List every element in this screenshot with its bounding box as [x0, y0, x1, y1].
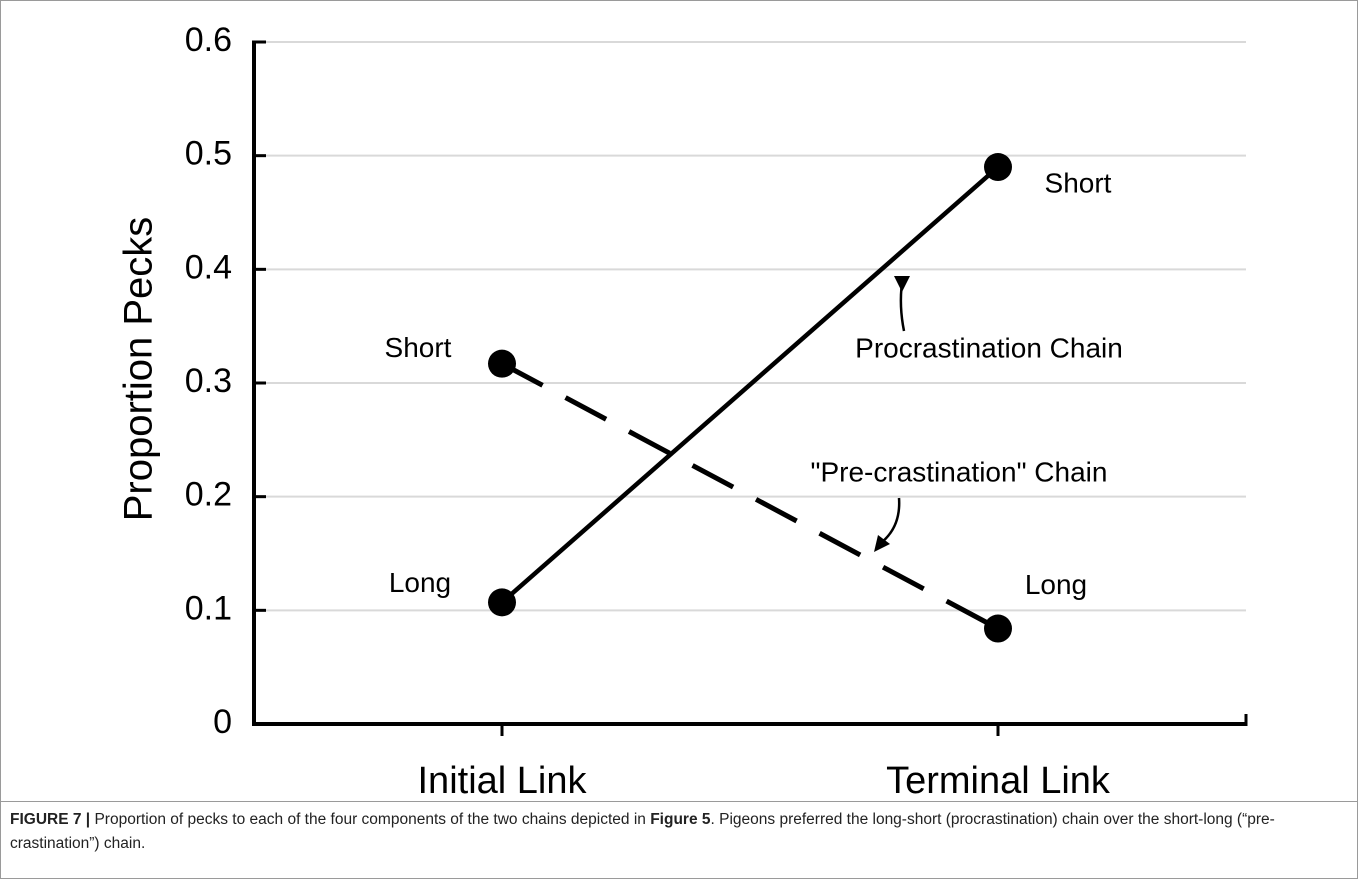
y-tick-label: 0.3	[185, 362, 232, 400]
chart: Proportion Pecks 0 0.1 0.2 0.3 0.4 0.5 0.6 Init…	[117, 21, 1248, 800]
annotation-arrowhead	[894, 276, 910, 292]
point-label: Short	[1045, 167, 1112, 198]
caption-reference: Figure 5	[650, 811, 711, 828]
caption-text: . Pigeons preferred the long-short (proc…	[10, 811, 1275, 852]
series-line	[500, 361, 1000, 631]
annotation-arrowhead	[874, 535, 890, 552]
series-annotation: "Pre-crastination" Chain	[811, 456, 1108, 487]
data-point	[488, 349, 516, 378]
caption: FIGURE 7 | Proportion of pecks to each o…	[1, 801, 1357, 878]
series-annotation: Procrastination Chain	[855, 332, 1123, 363]
series-line	[500, 165, 1000, 605]
data-point	[984, 614, 1012, 643]
y-axis-label: Proportion Pecks	[117, 217, 161, 522]
point-label: Short	[385, 332, 452, 363]
data-point	[984, 153, 1012, 182]
y-tick-label: 0.5	[185, 135, 232, 173]
annotation-arrow	[881, 497, 901, 543]
caption-text: Proportion of pecks to each of the four …	[94, 811, 646, 828]
y-tick-label: 0.6	[185, 21, 232, 59]
caption-label: FIGURE 7 |	[10, 811, 91, 828]
data-point	[488, 588, 516, 617]
point-label: Long	[1025, 569, 1087, 600]
y-tick-label: 0.2	[185, 476, 232, 514]
y-tick-label: 0.1	[185, 589, 232, 627]
point-label: Long	[389, 567, 451, 598]
y-tick-label: 0.4	[185, 248, 232, 286]
x-tick-label: Terminal Link	[886, 760, 1111, 800]
y-tick-label: 0	[213, 703, 232, 741]
x-tick-label: Initial Link	[418, 760, 588, 800]
